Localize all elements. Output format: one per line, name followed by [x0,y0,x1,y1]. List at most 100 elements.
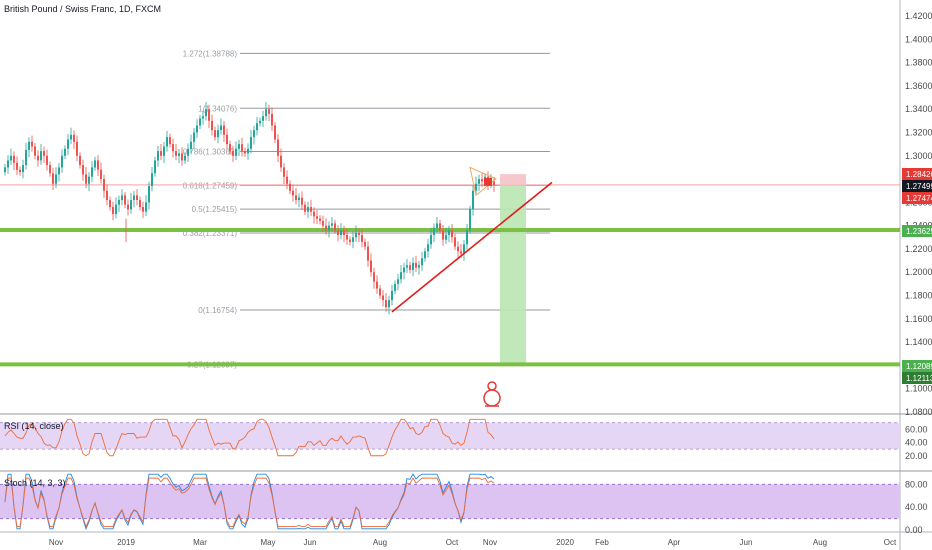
candle-body [7,160,9,168]
candle-body [229,144,231,152]
candle-body [280,155,282,168]
candle-body [151,173,153,187]
candle-body [310,207,312,212]
candle-body [379,288,381,296]
candle-body [187,148,189,156]
candle-body [55,174,57,184]
candle-body [106,190,108,201]
candle-body [238,144,240,149]
trend-line[interactable] [391,181,553,313]
candle-body [88,176,90,184]
candle-body [109,200,111,208]
candle-body [28,141,30,150]
candle-body [322,220,324,226]
candle-body [142,207,144,212]
candle-body [361,234,363,242]
candle-body [325,225,327,231]
main-pane[interactable] [0,0,900,414]
candle-body [61,155,63,168]
candle-body [394,283,396,291]
candle-body [175,151,177,156]
candle-body [223,125,225,135]
price-tag-label: 1.12113 [906,374,932,383]
candle-body [433,227,435,235]
support-lines [0,228,900,367]
price-tick-label: 1.22000 [905,244,932,254]
price-tick-label: 1.30000 [905,151,932,161]
candle-body [406,265,408,268]
price-tag [902,225,932,237]
candle-body [58,167,60,175]
candle-body [349,239,351,242]
candle-body [112,207,114,214]
price-tick-label: 1.10000 [905,384,932,394]
candle-body [439,223,441,231]
triangle-pattern[interactable] [469,166,497,197]
candle-body [364,241,366,247]
candle-body [97,160,99,170]
candle-body [169,137,171,145]
candle-body [382,295,384,301]
rsi-line [4,418,495,457]
candle-body [205,109,207,117]
candle-body [148,186,150,203]
candle-body [358,232,360,235]
stoch-tick: 40.00 [905,502,928,512]
candle-body [115,204,117,214]
candle-body [199,118,201,126]
candle-body [64,148,66,156]
time-tick-label: Jun [740,538,753,547]
price-tag-label: 1.27499 [906,182,932,191]
candle-body [427,244,429,252]
candle-body [292,190,294,196]
price-tick-label: 1.34000 [905,104,932,114]
candle-body [283,167,285,177]
candle-body [346,234,348,240]
target-zone [500,185,526,365]
candle-body [454,237,456,247]
rsi-pane[interactable]: 60.00 40.00 20.00 [0,418,928,461]
candle-body [388,300,390,308]
fib-level-label: 0(1.16754) [198,306,237,315]
candle-body [121,195,123,201]
time-tick-label: Jun [304,538,317,547]
candle-body [157,151,159,161]
candle-body [31,141,33,147]
risk-reward-zones [500,174,526,365]
candle-body [415,262,417,268]
stoch-tick: 0.00 [905,525,923,535]
candle-body [475,183,477,191]
support-line [0,228,900,233]
drawings [391,166,553,313]
candle-body [22,165,24,173]
candle-body [250,137,252,149]
time-tick-label: Oct [884,538,897,547]
price-axis[interactable] [900,0,932,550]
rsi-label: RSI (14, close) [4,421,64,431]
candle-body [163,146,165,156]
candle-body [472,190,474,210]
entry-marker[interactable] [484,177,492,186]
candle-body [208,109,210,121]
candle-body [424,251,426,259]
candle-body [403,267,405,273]
candle-body [457,246,459,252]
stoch-band [0,484,900,519]
time-tick-label: 2019 [117,538,135,547]
candle-body [103,179,105,191]
candle-body [463,244,465,254]
candle-body [466,230,468,245]
time-tick-label: Aug [373,538,387,547]
fib-level-label: 0.5(1.25415) [192,205,238,214]
candle-body [409,265,411,270]
stoch-pane[interactable]: 80.00 40.00 0.00 [0,473,928,535]
price-tick-label: 1.40000 [905,34,932,44]
candle-body [202,116,204,119]
price-tick-label: 1.16000 [905,314,932,324]
candle-body [133,195,135,201]
candle-body [139,200,141,208]
candle-body [301,197,303,205]
price-tag [902,180,932,192]
